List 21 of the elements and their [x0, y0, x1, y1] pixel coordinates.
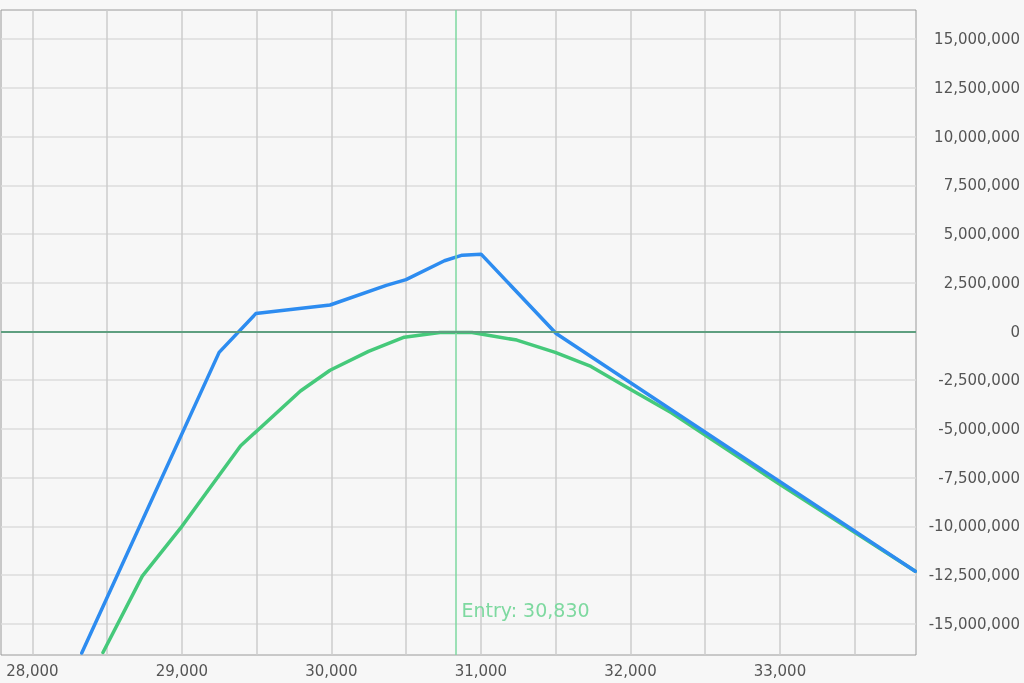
x-tick-label: 30,000 [305, 661, 358, 680]
y-tick-label: 15,000,000 [934, 30, 1020, 49]
y-tick-label: -5,000,000 [938, 419, 1020, 438]
y-tick-label: 2,500,000 [943, 273, 1020, 292]
y-tick-label: -15,000,000 [928, 614, 1020, 633]
y-tick-label: -2,500,000 [938, 371, 1020, 390]
ref-line-label: Entry: 30,830 [461, 598, 590, 621]
x-tick-label: 33,000 [753, 661, 807, 680]
y-tick-label: -10,000,000 [928, 517, 1020, 536]
y-tick-label: 0 [1010, 322, 1020, 341]
y-tick-label: 5,000,000 [943, 225, 1020, 244]
x-tick-label: 32,000 [604, 661, 657, 680]
x-tick-label: 28,000 [6, 661, 59, 680]
y-tick-label: -12,500,000 [928, 566, 1020, 585]
y-tick-label: -7,500,000 [938, 468, 1020, 487]
line-series [79, 252, 917, 655]
x-tick-label: 31,000 [454, 661, 508, 680]
y-tick-label: 12,500,000 [934, 78, 1020, 97]
y-tick-label: 10,000,000 [934, 127, 1020, 146]
x-tick-label: 29,000 [155, 661, 209, 680]
y-tick-label: 7,500,000 [943, 176, 1020, 195]
